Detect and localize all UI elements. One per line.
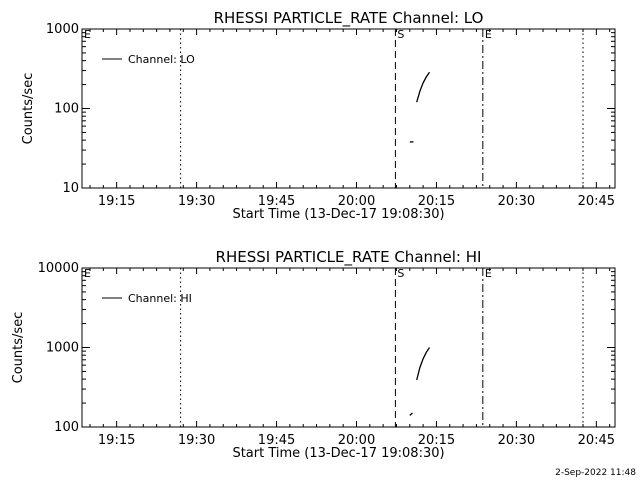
- x-tick-label: 19:30: [178, 194, 215, 209]
- data-series-line: [409, 412, 413, 416]
- time-marker-label: E: [84, 267, 91, 280]
- time-marker-label: E: [485, 28, 492, 41]
- x-tick-label: 20:00: [338, 194, 375, 209]
- legend-label: Channel: LO: [128, 53, 195, 66]
- time-marker-label: S: [397, 267, 404, 280]
- y-tick-label: 100: [54, 102, 79, 117]
- y-tick-label: 1000: [46, 22, 79, 37]
- chart-panel-1: RHESSI PARTICLE_RATE Channel: LO 19:15 19:…: [21, 9, 616, 222]
- x-axis-label: Start Time (13-Dec-17 19:08:30): [232, 207, 444, 222]
- timestamp: 2-Sep-2022 11:48: [555, 468, 636, 478]
- x-tick-label: 20:45: [578, 194, 615, 209]
- y-tick-label: 10: [62, 181, 79, 196]
- y-axis-label: Counts/sec: [21, 73, 36, 145]
- x-axis-label: Start Time (13-Dec-17 19:08:30): [232, 446, 444, 461]
- time-marker-label: E: [485, 267, 492, 280]
- time-marker-label: S: [397, 28, 404, 41]
- x-tick-label: 19:15: [98, 433, 135, 448]
- x-tick-label: 19:30: [178, 433, 215, 448]
- y-tick-label: 10000: [38, 261, 79, 276]
- data-series-line: [416, 347, 431, 381]
- y-axis-label: Counts/sec: [11, 312, 26, 384]
- data-series-line: [416, 71, 431, 103]
- y-tick-label: 100: [54, 420, 79, 435]
- x-tick-label: 20:45: [578, 433, 615, 448]
- x-tick-label: 20:30: [498, 194, 535, 209]
- time-marker-label: E: [84, 28, 91, 41]
- x-tick-label: 19:15: [98, 194, 135, 209]
- chart-title: RHESSI PARTICLE_RATE Channel: HI: [216, 248, 482, 267]
- x-tick-label: 20:15: [418, 194, 455, 209]
- legend-label: Channel: HI: [128, 292, 192, 305]
- x-tick-label: 19:45: [258, 194, 295, 209]
- chart-title: RHESSI PARTICLE_RATE Channel: LO: [214, 9, 484, 28]
- x-tick-label: 19:45: [258, 433, 295, 448]
- x-tick-label: 20:15: [418, 433, 455, 448]
- x-tick-label: 20:30: [498, 433, 535, 448]
- y-tick-label: 1000: [46, 341, 79, 356]
- chart-panel-2: RHESSI PARTICLE_RATE Channel: HI 19:15 19:…: [11, 248, 616, 461]
- x-tick-label: 20:00: [338, 433, 375, 448]
